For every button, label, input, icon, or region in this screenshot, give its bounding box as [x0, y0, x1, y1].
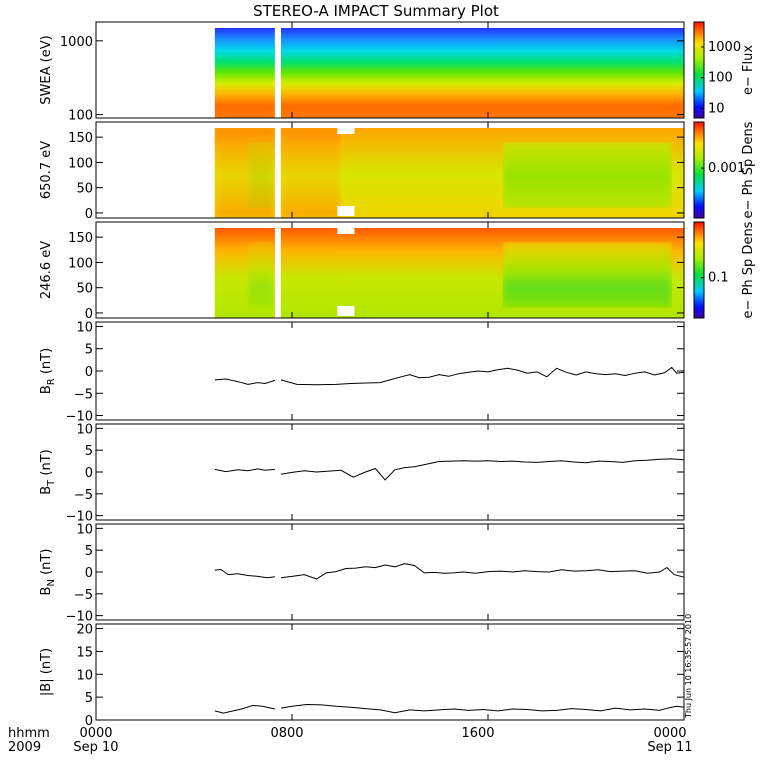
y-tick-label: 100: [68, 256, 93, 271]
y-tick-label: 10: [76, 522, 93, 537]
y-axis-label: |B| (nT): [39, 648, 54, 696]
series-line-1: [214, 704, 276, 714]
series-line-2: [280, 703, 685, 714]
colorbar-tick-label: 10: [708, 101, 725, 116]
panel-frame: [95, 221, 685, 319]
x-row1-label-3: 1600: [461, 726, 494, 741]
series-line-2: [280, 366, 685, 386]
colorbar: [693, 221, 705, 319]
y-tick-label: 0: [85, 466, 93, 481]
colorbar-tick-label: 100: [708, 71, 733, 86]
y-tick-label: 50: [76, 282, 93, 297]
colorbar-tick-label: 1000: [708, 40, 741, 55]
y-tick-label: 100: [68, 109, 93, 124]
x-row1-label-2: 0800: [270, 726, 303, 741]
y-tick-label: 5: [85, 544, 93, 559]
y-axis-label: BT (nT): [39, 449, 57, 495]
series-line-1: [214, 378, 276, 385]
data-gap-top: [337, 124, 355, 134]
y-tick-label: 150: [68, 231, 93, 246]
heatmap-texture: [214, 128, 275, 218]
x-row2-label-1: Sep 10: [73, 740, 118, 755]
panel-4: −10 −5 0 5 10 BR (nT): [39, 320, 685, 425]
y-tick-label: 0: [85, 365, 93, 380]
y-tick-label: 10: [76, 668, 93, 683]
panel-5: −10 −5 0 5 10 BT (nT): [39, 422, 685, 525]
y-tick-label: 5: [85, 691, 93, 706]
colorbar-tick-label: 0.001: [708, 161, 745, 176]
y-axis-label: BR (nT): [39, 348, 57, 394]
x-row1-label-0: hhmm: [8, 726, 50, 741]
y-tick-label: 10: [76, 320, 93, 335]
y-tick-label: 0: [85, 307, 93, 322]
y-tick-label: 20: [76, 623, 93, 638]
heatmap-texture: [502, 142, 672, 208]
colorbar: [693, 121, 705, 219]
x-row2-label-0: 2009: [8, 740, 41, 755]
panel-frame: [95, 623, 685, 721]
panel-7: 0 5 10 15 20 |B| (nT): [39, 623, 685, 729]
heatmap-texture: [280, 128, 341, 218]
y-axis-label: BN (nT): [39, 549, 57, 596]
panel-6: −10 −5 0 5 10 BN (nT): [39, 522, 685, 625]
y-tick-label: 0: [85, 714, 93, 729]
y-tick-label: −5: [74, 387, 93, 402]
x-row1-label-4: 0000: [653, 726, 686, 741]
y-tick-label: 50: [76, 182, 93, 197]
panel-frame: [95, 121, 685, 219]
y-tick-label: 0: [85, 566, 93, 581]
heatmap-block-1: [214, 28, 275, 118]
y-tick-label: −10: [66, 510, 93, 525]
series-line-2: [280, 458, 685, 481]
data-gap-bottom: [337, 206, 355, 216]
y-tick-label: 5: [85, 343, 93, 358]
heatmap-block-2: [280, 28, 684, 118]
x-row1-label-1: 0000: [79, 726, 112, 741]
colorbar-tick-label: 0.1: [708, 271, 729, 286]
heatmap-texture: [502, 242, 672, 308]
data-gap-top: [337, 224, 355, 234]
y-tick-label: 1000: [60, 35, 93, 50]
y-tick-label: −5: [74, 588, 93, 603]
y-tick-label: 150: [68, 131, 93, 146]
data-gap-bottom: [337, 306, 355, 316]
y-axis-label: SWEA (eV): [39, 35, 54, 104]
colorbar-label: e− Ph Sp Dens: [741, 221, 756, 318]
colorbar-label: e− Flux: [741, 45, 756, 95]
y-tick-label: 5: [85, 444, 93, 459]
series-line-1: [214, 468, 275, 473]
y-tick-label: −5: [74, 488, 93, 503]
colorbar: [693, 21, 705, 119]
y-tick-label: 10: [76, 422, 93, 437]
x-row2-label-4: Sep 11: [647, 740, 692, 755]
heatmap-texture: [280, 228, 341, 318]
y-tick-label: 15: [76, 645, 93, 660]
panel-frame: [95, 321, 685, 421]
panel-frame: [95, 423, 685, 521]
y-tick-label: 0: [85, 207, 93, 222]
series-line-1: [214, 568, 275, 579]
panel-frame: [95, 523, 685, 621]
y-axis-label: 650.7 eV: [39, 141, 54, 199]
y-axis-label: 246.6 eV: [39, 241, 54, 299]
y-tick-label: −10: [66, 610, 93, 625]
colorbar-label: e− Ph Sp Dens: [741, 121, 756, 218]
plot-timestamp: Thu Jun 10 16:35:57 2010: [684, 614, 693, 719]
series-line-2: [280, 563, 685, 580]
panel-frame: [95, 21, 685, 119]
panel-3: 0.1 e− Ph Sp Dens 0 50 100 150 246.6 eV: [39, 221, 756, 322]
heatmap-texture: [214, 228, 275, 318]
chart-title: STEREO-A IMPACT Summary Plot: [253, 2, 499, 20]
y-tick-label: −10: [66, 410, 93, 425]
y-tick-label: 100: [68, 156, 93, 171]
